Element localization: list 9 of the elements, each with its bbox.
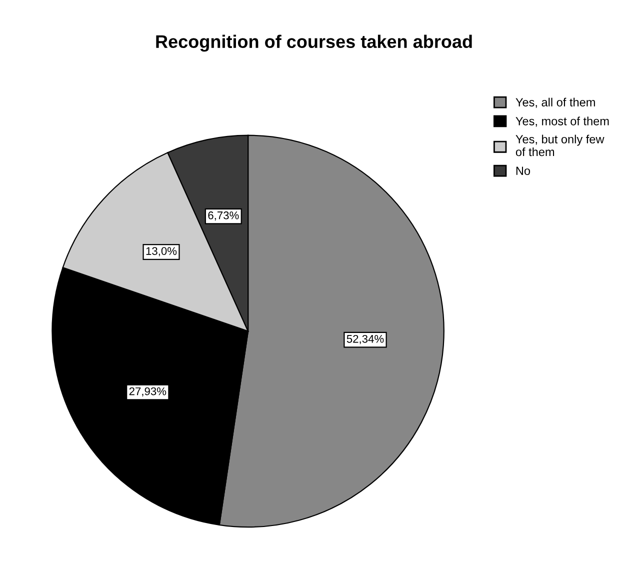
data-label: 6,73% — [208, 211, 239, 221]
data-label: 13,0% — [146, 247, 177, 256]
chart-title: Recognition of courses taken abroad — [156, 34, 472, 52]
legend-label: Yes, all of them — [516, 98, 595, 108]
legend-label: No — [516, 166, 530, 175]
legend-label: Yes, most of them — [516, 116, 609, 127]
data-label: 27,93% — [129, 387, 166, 397]
legend-label: Yes, but only few of them — [516, 134, 604, 156]
data-label: 52,34% — [346, 334, 384, 344]
